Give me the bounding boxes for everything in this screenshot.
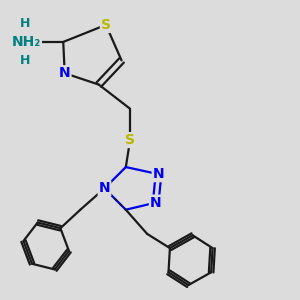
Text: N: N	[59, 66, 70, 80]
Text: S: S	[101, 18, 111, 32]
Text: N: N	[150, 196, 161, 210]
Text: N: N	[99, 182, 110, 195]
Text: S: S	[125, 133, 135, 147]
Text: H: H	[20, 54, 30, 67]
Text: N: N	[153, 167, 164, 181]
Text: H: H	[20, 17, 30, 30]
Text: NH₂: NH₂	[12, 35, 41, 49]
